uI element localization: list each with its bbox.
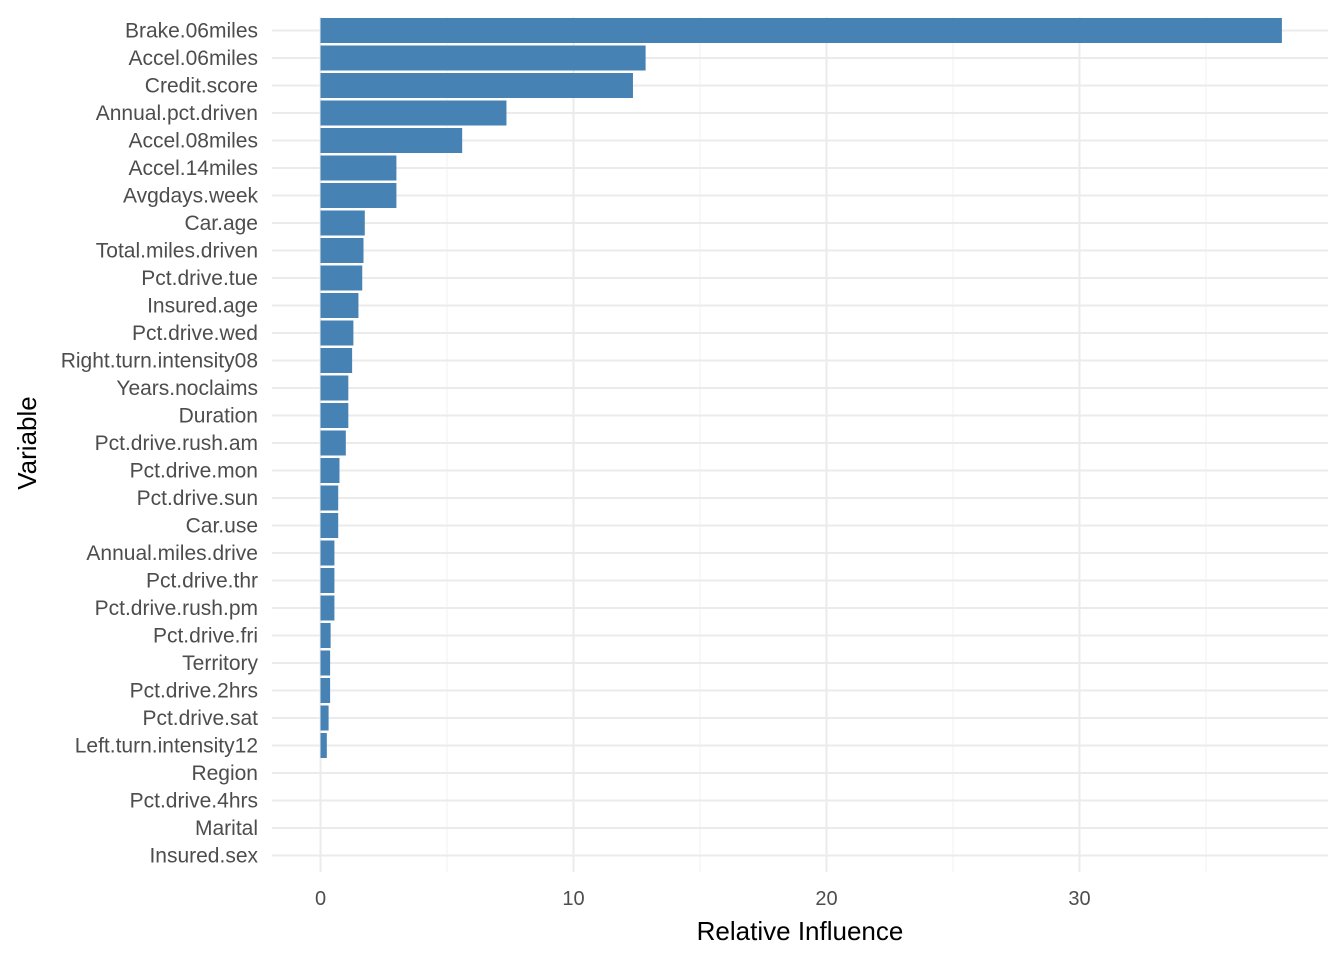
y-axis-title: Variable	[12, 396, 42, 489]
y-tick-label: Car.use	[186, 515, 258, 538]
y-tick-label: Territory	[182, 652, 258, 675]
y-tick-label: Years.noclaims	[116, 377, 258, 400]
y-tick-label: Pct.drive.4hrs	[130, 790, 258, 813]
bar	[320, 238, 364, 263]
bar	[320, 128, 463, 153]
bar	[320, 540, 335, 566]
y-tick-label: Credit.score	[145, 75, 258, 98]
y-tick-label: Region	[191, 762, 258, 785]
bar	[320, 678, 331, 703]
x-tick-label: 20	[815, 888, 837, 910]
bar	[320, 265, 363, 291]
bar	[320, 733, 327, 758]
y-tick-label: Pct.drive.sun	[137, 487, 258, 510]
y-tick-label: Pct.drive.fri	[153, 625, 258, 648]
bar	[320, 595, 335, 621]
bar	[320, 183, 397, 208]
bar	[320, 485, 339, 511]
bar	[320, 375, 349, 401]
bar	[320, 623, 331, 648]
bar	[320, 403, 349, 428]
y-tick-label: Brake.06miles	[125, 20, 258, 43]
bar	[320, 18, 1282, 43]
y-tick-label: Avgdays.week	[123, 185, 259, 208]
y-tick-label: Marital	[195, 817, 258, 840]
y-tick-label: Pct.drive.thr	[146, 570, 258, 593]
y-tick-label: Pct.drive.sat	[142, 707, 258, 730]
y-tick-label: Accel.06miles	[128, 47, 258, 70]
y-tick-label: Pct.drive.rush.am	[95, 432, 258, 455]
x-tick-label: 30	[1068, 888, 1090, 910]
x-tick-label: 0	[315, 888, 326, 910]
bar	[320, 568, 335, 593]
bar	[320, 155, 397, 181]
y-tick-label: Annual.miles.drive	[86, 542, 258, 565]
y-tick-label: Annual.pct.driven	[96, 102, 258, 125]
y-tick-label: Insured.age	[147, 295, 258, 318]
y-tick-label: Left.turn.intensity12	[75, 735, 258, 758]
bar	[320, 320, 354, 346]
y-tick-label: Accel.08miles	[128, 130, 258, 153]
y-tick-label: Insured.sex	[149, 845, 258, 868]
y-tick-label: Total.miles.driven	[96, 240, 258, 263]
y-tick-label: Pct.drive.rush.pm	[95, 597, 258, 620]
y-tick-label: Right.turn.intensity08	[61, 350, 258, 373]
bar	[320, 293, 359, 318]
y-tick-label: Accel.14miles	[128, 157, 258, 180]
bar	[320, 458, 340, 483]
bars	[320, 18, 1282, 758]
x-tick-labels: 0 10 20 30	[315, 888, 1091, 910]
x-axis-title: Relative Influence	[697, 916, 904, 946]
bar	[320, 210, 365, 236]
bar	[320, 650, 331, 676]
y-tick-labels: Brake.06miles Accel.06miles Credit.score An…	[61, 20, 259, 868]
x-tick-label: 10	[562, 888, 584, 910]
y-tick-label: Pct.drive.2hrs	[130, 680, 258, 703]
y-tick-label: Pct.drive.mon	[130, 460, 258, 483]
bar	[320, 348, 353, 373]
bar	[320, 430, 346, 456]
bar	[320, 705, 329, 731]
y-tick-label: Pct.drive.wed	[132, 322, 258, 345]
bar	[320, 100, 507, 126]
bar	[320, 513, 339, 538]
y-tick-label: Car.age	[184, 212, 258, 235]
y-tick-label: Pct.drive.tue	[141, 267, 258, 290]
bar	[320, 73, 633, 98]
bar	[320, 45, 646, 71]
y-tick-label: Duration	[179, 405, 258, 428]
